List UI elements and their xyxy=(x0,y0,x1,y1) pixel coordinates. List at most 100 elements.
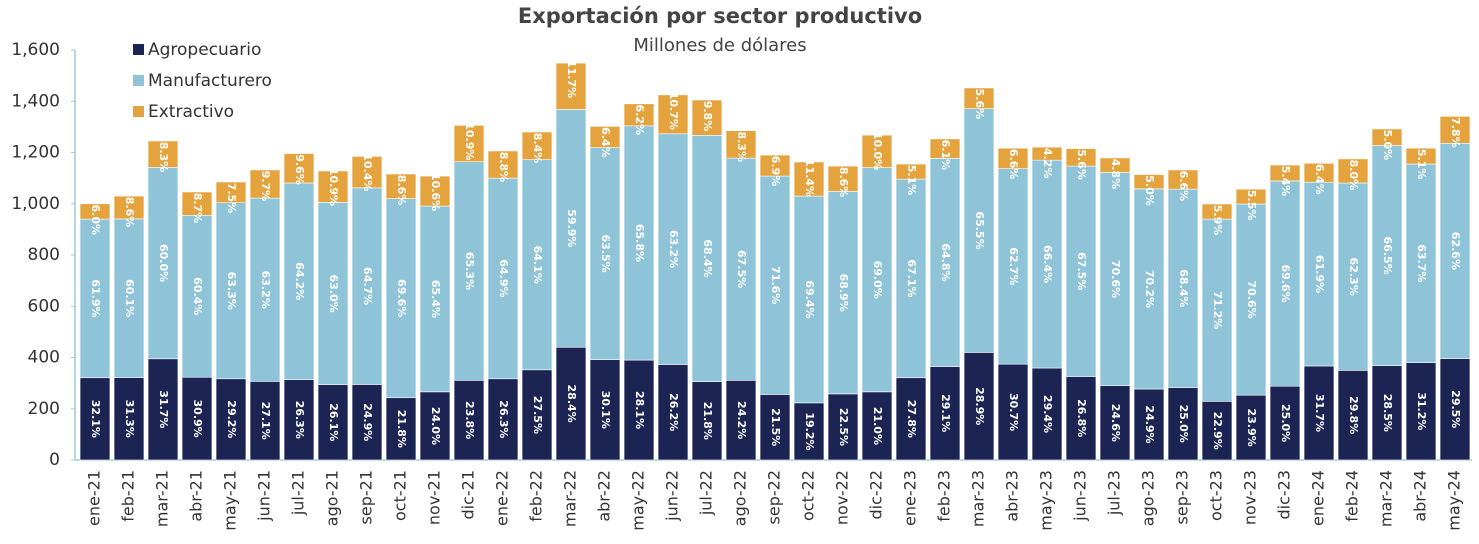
bar-segment xyxy=(793,195,825,404)
bar-segment xyxy=(385,198,417,399)
y-tick-label: 200 xyxy=(28,399,60,419)
segment-label: 67.5% xyxy=(735,250,748,288)
segment-label: 31.7% xyxy=(157,390,170,428)
x-tick-label: jul-23 xyxy=(1105,470,1124,516)
bar-segment xyxy=(1065,165,1097,377)
segment-label: 27.1% xyxy=(259,402,272,440)
legend-swatch xyxy=(133,75,144,86)
bar-segment xyxy=(419,175,451,207)
x-tick-label: ene-24 xyxy=(1309,470,1328,526)
y-tick-label: 400 xyxy=(28,348,60,368)
x-tick-label: abr-21 xyxy=(187,470,206,522)
bar-segment xyxy=(1133,188,1165,390)
x-tick-label: nov-23 xyxy=(1241,470,1260,525)
bar-segment xyxy=(861,167,893,393)
bar-segment xyxy=(1167,387,1199,461)
bar-segment xyxy=(793,402,825,461)
segment-label: 10.7% xyxy=(667,92,680,130)
segment-label: 6.2% xyxy=(633,105,646,136)
bar-segment xyxy=(963,108,995,353)
segment-label: 21.5% xyxy=(769,408,782,446)
x-tick-label: jul-22 xyxy=(697,470,716,516)
bar-segment xyxy=(623,359,655,461)
bar-segment xyxy=(181,376,213,461)
x-tick-label: dic-23 xyxy=(1275,470,1294,520)
bar-segment xyxy=(997,168,1029,365)
bar-segment xyxy=(181,191,213,216)
segment-label: 64.8% xyxy=(939,243,952,281)
segment-label: 65.5% xyxy=(973,211,986,249)
bar-segment xyxy=(215,378,247,461)
segment-label: 28.5% xyxy=(1381,394,1394,432)
bar-segment xyxy=(1303,162,1335,183)
segment-label: 24.6% xyxy=(1109,404,1122,442)
bar-segment xyxy=(657,133,689,365)
segment-label: 5.6% xyxy=(973,89,986,120)
legend-label: Extractivo xyxy=(148,102,234,122)
bar-segment xyxy=(521,159,553,371)
x-tick-label: ago-23 xyxy=(1139,470,1158,526)
segment-label: 30.7% xyxy=(1007,393,1020,431)
segment-label: 71.2% xyxy=(1211,291,1224,329)
x-tick-label: feb-22 xyxy=(527,470,546,522)
x-tick-label: abr-23 xyxy=(1003,470,1022,522)
segment-label: 10.9% xyxy=(327,168,340,206)
segment-label: 5.4% xyxy=(1279,166,1292,197)
segment-label: 28.4% xyxy=(565,385,578,423)
segment-label: 24.0% xyxy=(429,407,442,445)
segment-label: 63.0% xyxy=(327,274,340,312)
bar-segment xyxy=(657,364,689,461)
segment-label: 64.2% xyxy=(293,262,306,300)
bar-segment xyxy=(215,181,247,204)
segment-label: 4.8% xyxy=(1109,159,1122,190)
segment-label: 31.3% xyxy=(123,400,136,438)
bar-segment xyxy=(1371,128,1403,146)
segment-label: 26.3% xyxy=(293,401,306,439)
segment-label: 63.7% xyxy=(1415,244,1428,282)
segment-label: 7.8% xyxy=(1449,117,1462,148)
x-tick-label: dic-22 xyxy=(867,470,886,520)
bar-segment xyxy=(1439,358,1471,461)
segment-label: 63.2% xyxy=(259,271,272,309)
x-tick-label: abr-24 xyxy=(1411,470,1430,522)
x-tick-label: may-24 xyxy=(1445,470,1464,531)
bar-segment xyxy=(147,140,179,168)
segment-label: 26.2% xyxy=(667,393,680,431)
bar-segment xyxy=(1167,169,1199,190)
segment-label: 24.9% xyxy=(361,403,374,441)
segment-label: 29.5% xyxy=(1449,390,1462,428)
bar-segment xyxy=(113,377,145,461)
segment-label: 8.3% xyxy=(735,131,748,162)
segment-label: 63.3% xyxy=(225,272,238,310)
bar-segment xyxy=(1405,147,1437,165)
segment-label: 5.5% xyxy=(1245,190,1258,221)
segment-label: 8.3% xyxy=(157,142,170,173)
bar-segment xyxy=(725,157,757,381)
segment-label: 61.9% xyxy=(1313,255,1326,293)
y-tick-label: 1,400 xyxy=(11,91,60,111)
bar-segment xyxy=(453,125,485,163)
bar-segment xyxy=(555,346,587,461)
bar-segment xyxy=(589,359,621,461)
bar-segment xyxy=(385,397,417,461)
x-tick-label: ene-22 xyxy=(493,470,512,526)
bar-segment xyxy=(453,161,485,381)
segment-label: 8.7% xyxy=(191,193,204,224)
bar-segment xyxy=(419,391,451,461)
x-tick-label: mar-22 xyxy=(561,470,580,527)
segment-label: 30.1% xyxy=(599,391,612,429)
bar-segment xyxy=(1371,145,1403,366)
segment-label: 11.4% xyxy=(803,159,816,197)
y-tick-label: 0 xyxy=(49,450,60,470)
bar-segment xyxy=(759,154,791,177)
bar-segment xyxy=(487,177,519,380)
bar-segment xyxy=(589,126,621,148)
bar-segment xyxy=(249,169,281,199)
bar-segment xyxy=(351,187,383,385)
bar-segment xyxy=(1405,362,1437,461)
bar-segment xyxy=(1235,203,1267,396)
x-tick-label: ene-23 xyxy=(901,470,920,526)
bar-segment xyxy=(929,158,961,367)
segment-label: 6.4% xyxy=(1313,164,1326,195)
segment-label: 26.8% xyxy=(1075,399,1088,437)
